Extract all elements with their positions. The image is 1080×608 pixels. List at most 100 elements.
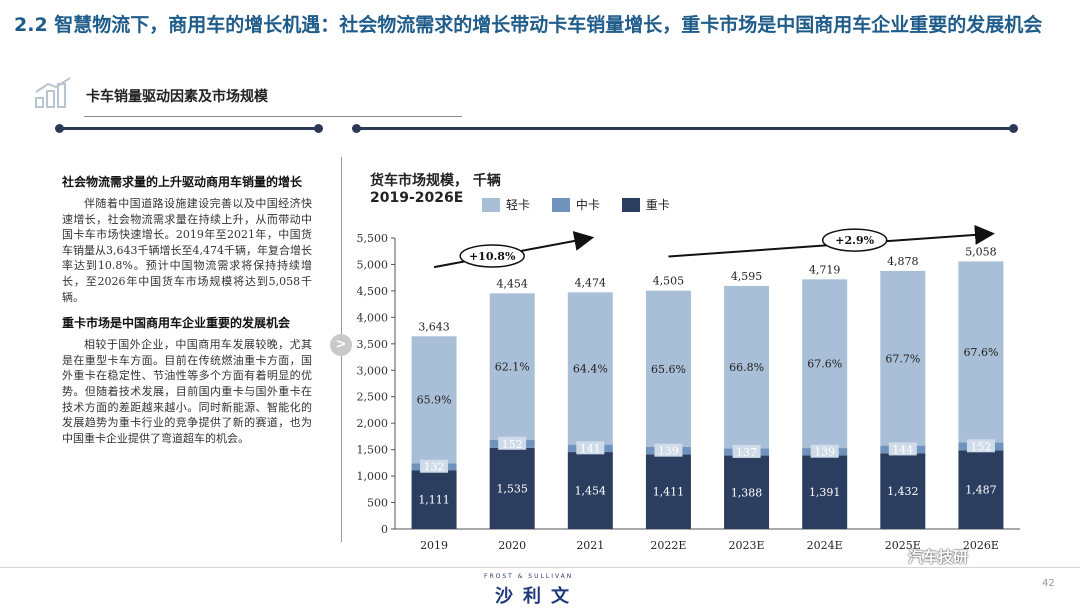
y-tick-label: 5,500 xyxy=(357,232,389,245)
data-label-medium: 144 xyxy=(892,443,913,456)
brand-logo: 沙利文 xyxy=(495,586,579,607)
data-label-light-share: 65.9% xyxy=(417,394,452,407)
y-tick-label: 3,500 xyxy=(357,338,389,351)
heading-heavy-truck-opportunity: 重卡市场是中国商用车企业重要的发展机会 xyxy=(62,316,291,331)
data-label-total: 4,878 xyxy=(887,255,919,268)
data-label-heavy: 1,388 xyxy=(731,486,763,499)
x-tick-label: 2023E xyxy=(729,539,765,552)
bar-chart-icon xyxy=(35,77,71,108)
data-label-light-share: 67.6% xyxy=(963,346,998,359)
y-tick-label: 1,500 xyxy=(357,444,389,457)
x-tick-label: 2019 xyxy=(420,539,448,552)
y-tick-label: 4,500 xyxy=(357,285,389,298)
bar-light xyxy=(802,279,848,449)
bar-heavy xyxy=(567,452,613,529)
y-tick-label: 1,000 xyxy=(357,470,389,483)
bar-heavy xyxy=(880,453,926,529)
legend-label-medium: 中卡 xyxy=(575,198,600,212)
data-label-medium-bg xyxy=(498,436,527,450)
data-label-light-share: 67.7% xyxy=(885,352,920,365)
watermark-text: 汽车技研 xyxy=(908,548,969,566)
bar-heavy xyxy=(489,447,535,529)
y-tick-label: 2,000 xyxy=(357,417,389,430)
band-dot-right xyxy=(352,124,361,133)
bar-heavy xyxy=(724,455,770,529)
y-tick-label: 5,000 xyxy=(357,258,389,271)
cagr-label: +2.9% xyxy=(835,234,874,247)
data-label-medium-bg xyxy=(888,442,917,456)
page-title: 2.2 智慧物流下，商用车的增长机遇：社会物流需求的增长带动卡车销量增长，重卡市… xyxy=(14,14,1043,36)
data-label-total: 4,474 xyxy=(575,276,607,289)
y-tick-label: 2,500 xyxy=(357,391,389,404)
data-label-total: 4,505 xyxy=(653,275,685,288)
data-label-total: 3,643 xyxy=(418,320,450,333)
legend-label-light: 轻卡 xyxy=(506,198,531,212)
bar-heavy xyxy=(802,455,848,529)
x-tick-label: 2024E xyxy=(807,539,843,552)
x-tick-label: 2020 xyxy=(498,539,526,552)
legend-swatch-light xyxy=(482,197,500,212)
bar-light xyxy=(411,336,457,464)
data-label-medium: 137 xyxy=(736,446,757,459)
data-label-medium: 152 xyxy=(502,438,523,451)
legend-label-heavy: 重卡 xyxy=(645,198,670,212)
expand-arrow-button[interactable]: > xyxy=(330,334,352,356)
x-tick-label: 2026E xyxy=(963,539,999,552)
y-tick-label: 0 xyxy=(381,523,388,536)
y-tick-label: 3,000 xyxy=(357,364,389,377)
chart-title: 货车市场规模， 千辆 xyxy=(370,173,501,189)
cagr-badge xyxy=(459,244,525,268)
data-label-heavy: 1,411 xyxy=(653,486,685,499)
bar-heavy xyxy=(645,454,691,529)
brand-english: FROST & SULLIVAN xyxy=(484,573,574,580)
chart-period: 2019-2026E xyxy=(370,190,464,206)
data-label-heavy: 1,487 xyxy=(965,484,997,497)
data-label-total: 4,454 xyxy=(496,277,528,290)
band-right xyxy=(357,127,1013,130)
data-label-heavy: 1,111 xyxy=(418,494,450,507)
bar-light xyxy=(958,261,1004,443)
bar-light xyxy=(567,292,613,445)
data-label-total: 5,058 xyxy=(965,245,997,258)
legend-swatch-heavy xyxy=(621,197,640,212)
data-label-heavy: 1,454 xyxy=(575,485,607,498)
data-label-medium-bg xyxy=(654,443,683,457)
left-text-panel: 社会物流需求量的上升驱动商用车销量的增长 伴随着中国道路设施建设完善以及中国经济… xyxy=(62,174,312,456)
data-label-light-share: 64.4% xyxy=(573,362,608,375)
legend-swatch-medium xyxy=(551,197,570,212)
truck-market-chart: 0 500 1,000 1,500 2,000 2,500 3,000 3,500 4,000 4… xyxy=(357,225,1020,552)
data-label-medium-bg xyxy=(732,444,761,458)
bar-light xyxy=(880,270,926,446)
y-tick-label: 4,000 xyxy=(357,311,389,324)
data-label-light-share: 65.6% xyxy=(651,363,686,376)
data-label-light-share: 66.8% xyxy=(729,361,764,374)
data-label-total: 4,719 xyxy=(809,263,841,276)
data-label-medium: 152 xyxy=(970,440,991,453)
data-label-medium-bg xyxy=(576,441,605,455)
heading-logistics-demand: 社会物流需求量的上升驱动商用车销量的增长 xyxy=(62,175,303,189)
band-dot-left-end xyxy=(314,124,323,133)
legend-item-medium: 中卡 xyxy=(551,196,600,213)
band-dot-right-end xyxy=(1009,124,1018,133)
bar-light xyxy=(645,290,691,447)
cagr-label: +10.8% xyxy=(469,250,516,263)
x-tick-label: 2022E xyxy=(650,539,686,552)
cagr-badge xyxy=(821,228,888,252)
y-tick-label: 500 xyxy=(367,497,388,510)
data-label-heavy: 1,391 xyxy=(809,486,841,499)
subtitle-underline xyxy=(84,116,462,117)
paragraph-heavy-truck-opportunity: 相较于国外企业，中国商用车发展较晚，尤其是在重型卡车方面。目前在传统燃油重卡方面… xyxy=(62,338,312,445)
data-label-medium: 139 xyxy=(814,446,835,459)
data-label-medium: 141 xyxy=(580,442,601,455)
bar-heavy xyxy=(958,450,1004,529)
data-label-medium-bg xyxy=(810,444,839,458)
bar-light xyxy=(489,293,535,440)
bar-light xyxy=(724,285,770,449)
section-subtitle: 卡车销量驱动因素及市场规模 xyxy=(86,89,268,105)
data-label-light-share: 62.1% xyxy=(495,361,530,374)
band-dot-left xyxy=(55,124,64,133)
page-number: 42 xyxy=(1042,578,1055,589)
data-label-medium: 132 xyxy=(424,461,445,474)
x-tick-label: 2021 xyxy=(576,539,604,552)
data-label-heavy: 1,535 xyxy=(496,482,528,495)
